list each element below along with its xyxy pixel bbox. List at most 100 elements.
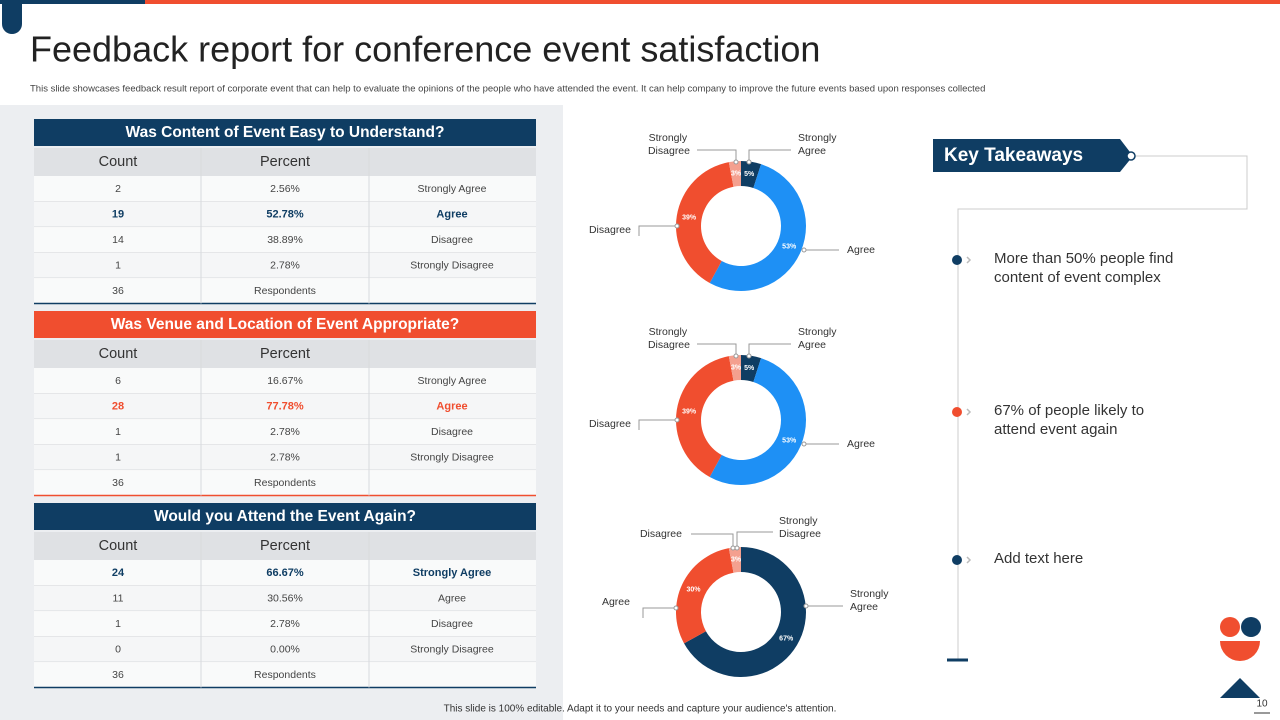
frame-dot (1126, 151, 1136, 161)
table-cell: 36 (112, 669, 124, 681)
table-header-row (34, 340, 536, 368)
slice-label: 3% (731, 557, 742, 564)
category-label: Agree (602, 596, 630, 608)
bullet-chevron (966, 408, 972, 416)
table-cell: 2.78% (270, 259, 300, 271)
tables: Was Content of Event Easy to Understand?… (34, 119, 536, 689)
category-label: Strongly Disagree (779, 515, 821, 540)
table-row (34, 227, 536, 253)
category-label: Strongly Disagree (648, 132, 690, 157)
leader-dot (674, 223, 680, 229)
donut-slice (675, 548, 734, 644)
page-number: 10 (1256, 699, 1268, 710)
donut-slice (675, 162, 734, 283)
donut-hole (702, 573, 780, 651)
table-header-row (34, 532, 536, 560)
leader-line (697, 149, 737, 162)
table-cell: 0.00% (270, 643, 300, 655)
table-cell: Strongly Agree (418, 183, 487, 195)
corner-shape (2, 4, 22, 34)
table-cell: 1 (115, 451, 121, 463)
table-cell: 24 (112, 567, 125, 579)
donut-slice (709, 358, 807, 486)
leader-line (697, 343, 737, 356)
table-cell: Agree (438, 592, 466, 604)
table-cell: Strongly Agree (413, 567, 491, 579)
footer-note: This slide is 100% editable. Adapt it to… (444, 704, 837, 715)
bullet-chevron (966, 556, 972, 564)
table-cell: Disagree (431, 618, 473, 630)
leader-line (748, 343, 791, 356)
table-row (34, 585, 536, 611)
table-cell: 30.56% (267, 592, 303, 604)
category-label: Disagree (640, 528, 682, 540)
frame-line (957, 155, 1248, 660)
table-row (34, 368, 536, 394)
table-title-bar (34, 503, 536, 530)
table-cell: Respondents (254, 477, 316, 489)
column-header: Percent (260, 154, 310, 170)
table-cell: 16.67% (267, 375, 303, 387)
table-row (34, 252, 536, 278)
table-cell: 11 (113, 592, 124, 604)
donut-slice (728, 547, 741, 573)
table-row (34, 611, 536, 637)
table-cell: 14 (112, 234, 124, 246)
table-cell: 0 (115, 643, 121, 655)
table-title: Would you Attend the Event Again? (154, 508, 416, 525)
takeaway-list: More than 50% people find content of eve… (952, 250, 1177, 567)
table-row (34, 278, 536, 304)
bullet (952, 255, 962, 265)
leader-dot (801, 441, 807, 447)
slice-label: 3% (731, 171, 742, 178)
slice-label: 53% (782, 244, 797, 251)
leader-dot (673, 605, 679, 611)
donut-slice (684, 547, 806, 678)
leader-line (638, 419, 677, 430)
slice-label: 30% (686, 586, 701, 593)
table-row (34, 444, 536, 470)
donut-slice (728, 161, 741, 187)
table-row (34, 393, 536, 419)
table-cell: 52.78% (266, 208, 304, 220)
table-row (34, 176, 536, 202)
takeaway-text: More than 50% people find content of eve… (994, 250, 1177, 286)
table-title: Was Content of Event Easy to Understand? (126, 124, 445, 141)
donut-slice (728, 355, 741, 381)
table-cell: Agree (436, 208, 467, 220)
leader-line (736, 531, 773, 548)
column-header: Percent (260, 538, 310, 554)
table-cell: Disagree (431, 426, 473, 438)
leader-line (642, 607, 676, 618)
leader-dot (803, 603, 809, 609)
logo-part (1220, 641, 1260, 661)
table-cell: 6 (115, 375, 121, 387)
table-row (34, 419, 536, 445)
table-cell: Agree (436, 400, 467, 412)
logo-part (1220, 617, 1240, 637)
table-cell: 38.89% (267, 234, 303, 246)
table-cell: 2.56% (270, 183, 300, 195)
table-cell: Strongly Disagree (410, 643, 494, 655)
subtitle: This slide showcases feedback result rep… (30, 84, 985, 95)
top-bar (145, 0, 1280, 4)
leader-dot (730, 545, 736, 551)
top-bar (0, 0, 145, 4)
column-header: Percent (260, 346, 310, 362)
slice-label: 3% (731, 365, 742, 372)
table-row (34, 560, 536, 586)
table-cell: 2.78% (270, 426, 300, 438)
table-cell: 1 (115, 618, 121, 630)
column-header: Count (99, 154, 138, 170)
table-row (34, 662, 536, 688)
category-label: Agree (847, 244, 875, 256)
donut-slice (709, 164, 807, 292)
table-cell: 77.78% (266, 400, 304, 412)
column-header: Count (99, 538, 138, 554)
table-header-row (34, 148, 536, 176)
leader-line (748, 149, 791, 162)
table-title-bar (34, 119, 536, 146)
slice-label: 53% (782, 438, 797, 445)
